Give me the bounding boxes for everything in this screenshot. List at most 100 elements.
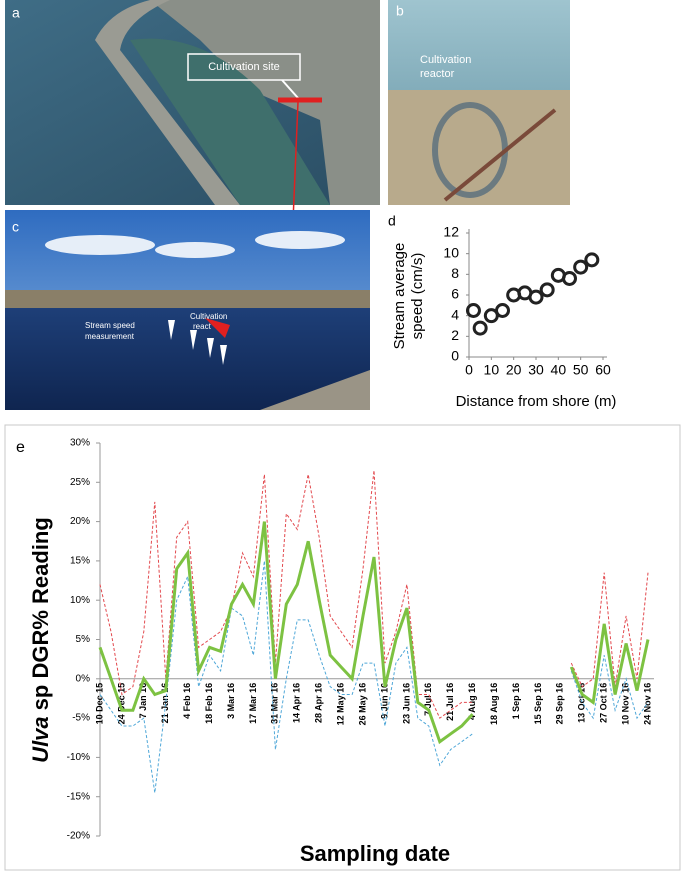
y-tick-label: 10 <box>443 244 459 260</box>
point <box>495 303 510 318</box>
x-axis-title: Distance from shore (m) <box>456 393 617 410</box>
y-axis-title: Stream average <box>391 243 408 350</box>
annotation: Cultivation site <box>208 61 280 73</box>
pole <box>443 108 557 202</box>
x-tick-label: 13 Oct 16 <box>577 683 587 723</box>
panel-e: e -20% -15% -10% -5% 0% 5% 10% 15% 20% 25% 30% 10 De… <box>4 424 681 871</box>
x-tick-label: 14 Apr 16 <box>292 683 302 723</box>
series-line <box>99 560 649 793</box>
y-tick-label: 0 <box>451 348 459 364</box>
panel-d: d 0 2 4 6 8 10 12 0 10 20 30 40 50 60 Distance from sho… <box>388 213 616 410</box>
y-tick-label: 5% <box>76 634 91 645</box>
x-tick-label: 9 Jun 16 <box>379 683 389 719</box>
cloud <box>155 242 235 258</box>
point <box>539 282 555 298</box>
x-tick-label: 29 Sep 16 <box>555 683 565 725</box>
point <box>584 252 600 268</box>
series-line <box>99 470 649 719</box>
panel-c: c Stream speed measurement Cultivation r… <box>5 210 370 410</box>
y-tick-label: 4 <box>451 306 459 322</box>
y-tick-label: 12 <box>443 224 459 240</box>
y-tick-label: -15% <box>67 791 90 802</box>
x-tick-label: 50 <box>573 362 589 378</box>
quay <box>260 370 370 410</box>
annotation: react <box>193 322 212 331</box>
annotation-box <box>187 53 301 81</box>
y-tick-label: -5% <box>72 713 90 724</box>
x-tick-label: 30 <box>528 362 544 378</box>
x-tick-label: 28 Apr 16 <box>314 683 324 723</box>
x-tick-label: 17 Mar 16 <box>248 683 258 724</box>
y-tick-label: 25% <box>70 477 90 488</box>
y-tick-label: 6 <box>451 286 459 302</box>
y-tick-label: -20% <box>67 831 90 842</box>
series-line <box>98 521 650 745</box>
y-tick-label: 15% <box>70 556 90 567</box>
x-tick-label: 60 <box>595 362 611 378</box>
panel-label: d <box>388 213 396 229</box>
x-tick-label: 7 Jan 16 <box>138 683 148 719</box>
point <box>465 303 481 318</box>
y-tick-label: 2 <box>451 327 459 343</box>
cloud <box>45 235 155 255</box>
x-tick-label: 0 <box>465 362 473 378</box>
panel-label: a <box>12 5 20 21</box>
x-tick-label: 4 Aug 16 <box>467 683 477 720</box>
point <box>573 259 589 275</box>
shore <box>5 290 370 308</box>
x-tick-label: 4 Feb 16 <box>182 683 192 719</box>
y-tick-label: -10% <box>67 752 90 763</box>
point <box>528 289 544 305</box>
panel-label: b <box>396 3 404 19</box>
cloud <box>255 231 345 249</box>
y-tick-label: 0% <box>76 673 91 684</box>
x-tick-label: 10 <box>484 362 500 378</box>
x-tick-label: 7 Jul 16 <box>423 683 433 716</box>
y-tick-label: 10% <box>70 595 90 606</box>
x-tick-label: 3 Mar 16 <box>226 683 236 719</box>
annotation: measurement <box>85 332 135 341</box>
x-tick-label: 10 Nov 16 <box>620 683 630 725</box>
x-tick-label: 31 Mar 16 <box>270 683 280 724</box>
panel-label: e <box>16 439 25 456</box>
panel-frame <box>4 424 681 871</box>
x-tick-label: 21 Jan 16 <box>160 683 170 724</box>
arrow <box>281 79 299 99</box>
x-tick-label: 24 Nov 16 <box>642 683 652 725</box>
x-tick-label: 40 <box>551 362 567 378</box>
y-axis-title: speed (cm/s) <box>409 253 426 340</box>
annotation: reactor <box>420 68 455 80</box>
panel-b: b Cultivation reactor <box>388 0 570 205</box>
y-axis-title-rest: sp DGR% Reading <box>28 517 53 710</box>
x-tick-label: 1 Sep 16 <box>511 683 521 720</box>
markers <box>168 320 227 365</box>
y-axis-title: Ulva sp DGR% Reading <box>28 517 53 763</box>
x-tick-label: 18 Feb 16 <box>204 683 214 724</box>
x-tick-label: 12 May 16 <box>335 683 345 726</box>
point <box>472 320 488 336</box>
x-tick-label: 18 Aug 16 <box>489 683 499 725</box>
x-tick-label: 23 Jun 16 <box>401 683 411 724</box>
x-tick-label: 26 May 16 <box>357 683 367 726</box>
y-tick-label: 8 <box>451 265 459 281</box>
x-tick-label: 20 <box>506 362 522 378</box>
x-tick-label: 27 Oct 16 <box>599 683 609 723</box>
y-tick-label: 30% <box>70 438 90 449</box>
x-axis-title: Sampling date <box>300 841 450 866</box>
annotation: Cultivation <box>190 312 227 321</box>
y-axis-title-italic: Ulva <box>28 716 53 762</box>
annotation: Cultivation <box>420 54 471 66</box>
panel-a: a Cultivation site <box>5 0 380 366</box>
harbor-water <box>130 38 330 206</box>
x-tick-label: 15 Sep 16 <box>533 683 543 725</box>
point <box>562 270 577 286</box>
panel-label: c <box>12 219 19 235</box>
x-tick-label: 10 Dec 15 <box>94 683 104 725</box>
reactor-marker <box>205 318 230 338</box>
x-tick-label: 24 Dec 15 <box>116 683 126 725</box>
x-tick-label: 21 Jul 16 <box>445 683 455 721</box>
y-tick-label: 20% <box>70 516 90 527</box>
land <box>150 0 380 205</box>
annotation: Stream speed <box>85 321 135 330</box>
